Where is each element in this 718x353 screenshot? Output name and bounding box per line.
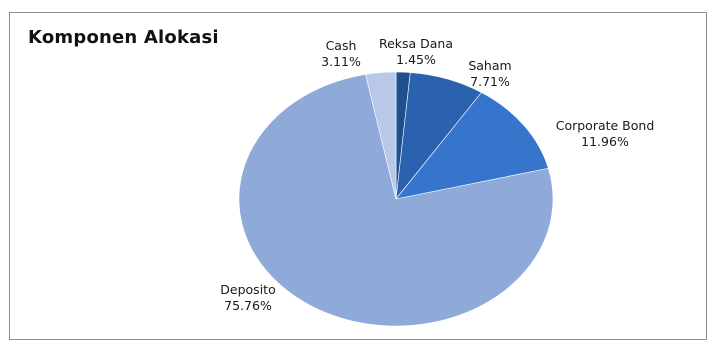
slice-value-reksa-dana: 1.45% [396, 52, 436, 67]
pie-slices [238, 71, 554, 327]
pie-slice-corporate-bond [395, 92, 549, 200]
slice-value-cash: 3.11% [321, 54, 361, 69]
slice-label-corporate-bond: Corporate Bond [556, 118, 655, 133]
chart-title: Komponen Alokasi [28, 27, 219, 48]
slice-label-saham: Saham [468, 58, 511, 73]
slice-value-corporate-bond: 11.96% [581, 134, 629, 149]
pie-slice-cash [365, 71, 397, 200]
slice-value-saham: 7.71% [470, 74, 510, 89]
slice-label-reksa-dana: Reksa Dana [379, 36, 453, 51]
slice-value-deposito: 75.76% [224, 298, 272, 313]
slice-label-cash: Cash [326, 38, 357, 53]
pie-slice-deposito [238, 74, 554, 327]
slice-label-deposito: Deposito [220, 282, 275, 297]
